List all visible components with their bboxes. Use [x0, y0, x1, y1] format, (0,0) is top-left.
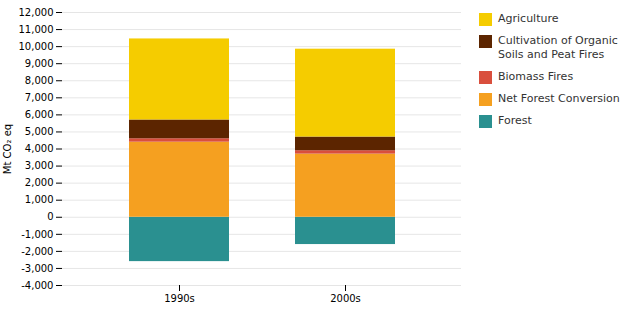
- html-text:Biomass Fires: Biomass Fires: [498, 69, 574, 83]
- html-text:Agriculture: Agriculture: [498, 12, 559, 25]
- svg-text:7,000: 7,000: [25, 92, 54, 103]
- svg-text:-4,000: -4,000: [21, 280, 53, 291]
- svg-text:2000s: 2000s: [330, 293, 361, 304]
- svg-text:9,000: 9,000: [25, 58, 54, 69]
- svg-text:Mt CO₂ eq: Mt CO₂ eq: [2, 124, 13, 174]
- svg-text:1990s: 1990s: [164, 293, 195, 304]
- svg-text:6,000: 6,000: [25, 109, 54, 120]
- svg-text:-1,000: -1,000: [21, 229, 53, 240]
- svg-text:5,000: 5,000: [25, 126, 54, 137]
- svg-text:11,000: 11,000: [19, 24, 54, 35]
- html-text:Forest: Forest: [498, 113, 532, 127]
- svg-text:-2,000: -2,000: [21, 246, 53, 257]
- svg-text:2,000: 2,000: [25, 177, 54, 188]
- svg-text:12,000: 12,000: [19, 7, 54, 18]
- svg-text:3,000: 3,000: [25, 160, 54, 171]
- svg-text:0: 0: [47, 211, 53, 222]
- html-text:Cultivation of Organic Soils a: Cultivation of Organic Soils and Peat Fi…: [498, 34, 618, 61]
- html-text:Net Forest Conversion: Net Forest Conversion: [498, 91, 620, 105]
- svg-text:1,000: 1,000: [25, 194, 54, 205]
- svg-text:10,000: 10,000: [19, 41, 54, 52]
- svg-text:8,000: 8,000: [25, 75, 54, 86]
- svg-text:-3,000: -3,000: [21, 263, 53, 274]
- svg-text:4,000: 4,000: [25, 143, 54, 154]
